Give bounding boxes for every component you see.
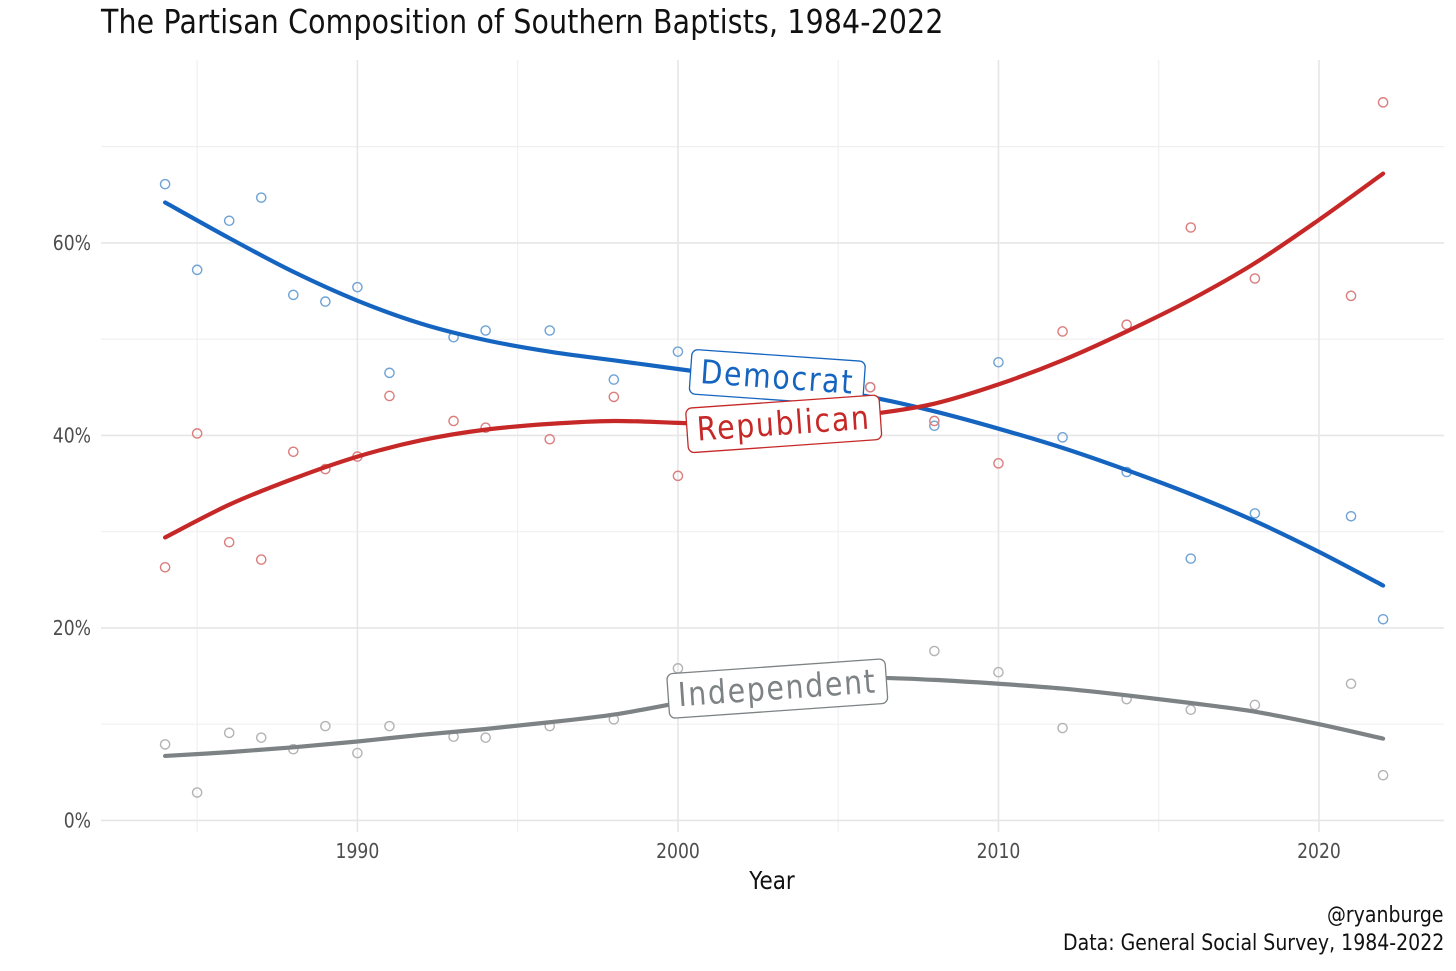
y-tick-label: 20%: [53, 618, 91, 641]
point-republican-1991: [384, 390, 395, 402]
point-independent-1989: [320, 720, 331, 732]
point-republican-2022: [1377, 97, 1389, 108]
point-independent-2018: [1249, 699, 1261, 711]
point-independent-1986: [223, 727, 235, 739]
point-democrat-2000: [672, 346, 684, 357]
caption-source: Data: General Social Survey, 1984-2022: [1062, 931, 1444, 956]
point-democrat-1986: [223, 215, 235, 227]
point-democrat-1984: [159, 178, 171, 190]
point-republican-2000: [672, 470, 684, 482]
point-republican-1985: [191, 428, 203, 439]
point-republican-1996: [544, 433, 556, 445]
point-republican-2008: [929, 415, 940, 427]
point-democrat-2010: [993, 356, 1004, 368]
point-democrat-1996: [544, 325, 556, 336]
point-republican-2021: [1345, 290, 1357, 302]
caption-author: @ryanburge: [1327, 903, 1444, 928]
point-independent-2016: [1185, 704, 1197, 716]
point-democrat-2022: [1377, 613, 1389, 625]
point-democrat-2018: [1249, 508, 1261, 519]
label-independent: Independent: [666, 658, 889, 719]
point-republican-2010: [993, 458, 1004, 469]
point-republican-1998: [608, 391, 620, 403]
point-independent-1990: [352, 747, 363, 759]
point-republican-1988: [288, 446, 299, 458]
label-republican: Republican: [685, 394, 883, 454]
x-tick-label: 1990: [336, 841, 380, 864]
label-republican-box: [685, 394, 883, 454]
point-independent-1985: [191, 787, 203, 798]
point-independent-2010: [993, 666, 1004, 678]
point-democrat-2021: [1345, 510, 1357, 522]
x-tick-label: 2000: [656, 841, 700, 864]
point-independent-2008: [929, 645, 940, 657]
point-democrat-2008: [929, 420, 940, 432]
label-democrat-box: [688, 349, 866, 407]
point-independent-2012: [1057, 722, 1068, 734]
point-republican-2006: [864, 381, 876, 393]
point-independent-1991: [384, 720, 395, 732]
point-independent-1984: [159, 739, 171, 750]
point-democrat-1990: [352, 281, 363, 293]
label-independent-text: Independent: [677, 662, 878, 714]
point-republican-1984: [159, 561, 171, 573]
x-tick-label: 2020: [1297, 841, 1341, 864]
x-axis-title: Year: [748, 866, 795, 895]
label-independent-box: [666, 658, 889, 719]
y-tick-label: 60%: [53, 233, 91, 256]
point-republican-2018: [1249, 273, 1261, 284]
point-democrat-1987: [255, 192, 267, 203]
point-republican-1993: [448, 415, 459, 427]
point-democrat-1985: [191, 264, 203, 276]
point-republican-2016: [1185, 222, 1197, 233]
point-independent-1987: [255, 732, 267, 743]
point-republican-1986: [223, 536, 235, 548]
label-democrat: Democrat: [688, 349, 866, 407]
y-tick-label: 40%: [53, 425, 91, 448]
point-democrat-2012: [1057, 432, 1068, 443]
chart-title: The Partisan Composition of Southern Bap…: [101, 2, 944, 41]
point-republican-1987: [255, 554, 267, 565]
point-republican-2012: [1057, 326, 1068, 337]
y-tick-label: 0%: [64, 810, 91, 833]
point-democrat-2016: [1185, 553, 1197, 564]
point-democrat-1989: [320, 296, 331, 307]
axis-ticks: 0% 20% 40% 60% 1990 2000 2010 2020: [53, 233, 1341, 864]
point-independent-1994: [480, 732, 491, 743]
point-democrat-1994: [480, 325, 491, 336]
point-independent-2022: [1377, 769, 1389, 781]
point-independent-2021: [1345, 678, 1357, 690]
point-democrat-1988: [288, 289, 299, 301]
x-tick-label: 2010: [977, 841, 1021, 864]
point-democrat-1991: [384, 367, 395, 379]
point-democrat-1998: [608, 374, 620, 385]
